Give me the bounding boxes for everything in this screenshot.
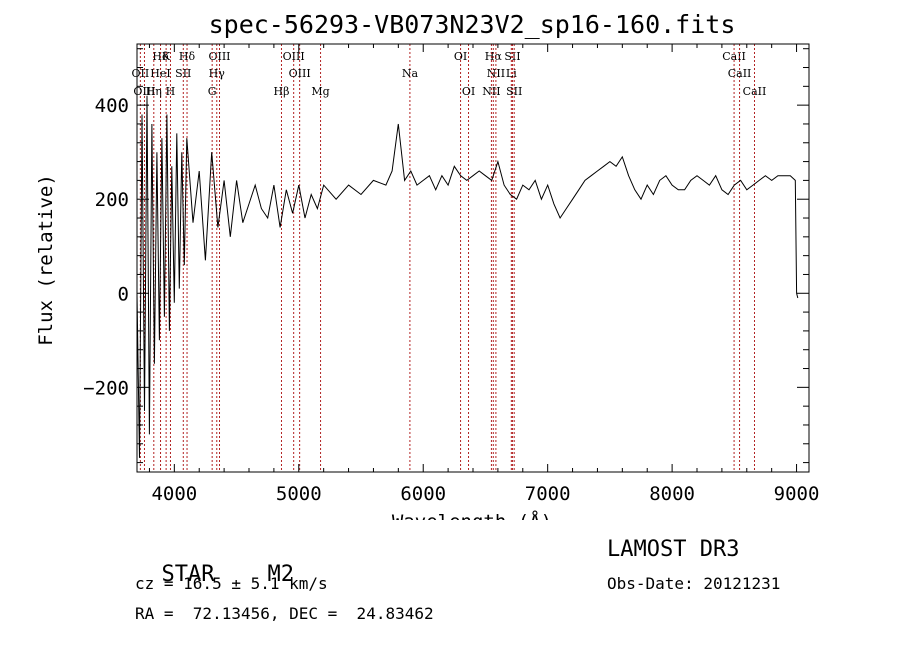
- spectrum-chart: spec-56293-VB073N23V2_sp16-160.fits HδK H…: [35, 10, 820, 520]
- object-class: STAR M2: [135, 537, 294, 587]
- marker-label-2-3: G: [208, 85, 217, 98]
- marker-label-2-0: OIII: [133, 85, 155, 98]
- marker-label-0-6: Hα: [485, 50, 503, 63]
- redshift-text: cz = 16.5 ± 5.1 km/s: [135, 574, 328, 593]
- radec-text: RA = 72.13456, DEC = 24.83462: [135, 604, 434, 623]
- chart-title: spec-56293-VB073N23V2_sp16-160.fits: [209, 10, 736, 39]
- y-tick-label-2: 200: [95, 189, 129, 211]
- y-tick-label-3: 400: [95, 95, 129, 117]
- marker-label-2-1: Hη: [146, 85, 162, 98]
- marker-label-0-3: OIII: [208, 50, 230, 63]
- subclass-label: M2: [267, 562, 294, 587]
- x-tick-label-4: 8000: [649, 483, 695, 505]
- survey-label: LAMOST DR3: [607, 537, 740, 562]
- marker-label-1-4: OIII: [289, 67, 311, 80]
- marker-label-1-3: Hγ: [209, 67, 226, 80]
- marker-label-2-2: H: [166, 85, 176, 98]
- class-label: STAR: [161, 562, 215, 587]
- x-axis: 4000 5000 6000 7000 8000 9000: [148, 44, 820, 505]
- marker-label-0-5: OI: [454, 50, 467, 63]
- x-axis-label: Wavelength (Å): [392, 510, 552, 520]
- y-tick-label-1: 0: [118, 283, 129, 305]
- x-tick-label-1: 5000: [276, 483, 322, 505]
- marker-label-2-5: Mg: [311, 85, 329, 98]
- marker-label-1-6: NII: [487, 67, 505, 80]
- marker-label-0-1: K: [162, 50, 171, 63]
- y-axis-label: Flux (relative): [35, 174, 57, 346]
- y-tick-label-0: −200: [83, 377, 129, 399]
- marker-label-2-6: OI: [462, 85, 475, 98]
- marker-label-1-1: HeI: [150, 67, 170, 80]
- marker-label-2-9: CaII: [743, 85, 767, 98]
- marker-label-0-4: OIII: [283, 50, 305, 63]
- marker-label-0-2: Hδ: [179, 50, 196, 63]
- marker-label-1-8: CaII: [728, 67, 752, 80]
- marker-label-0-7: SII: [504, 50, 520, 63]
- plot-frame: [136, 43, 810, 473]
- marker-label-1-5: Na: [402, 67, 419, 80]
- x-tick-label-5: 9000: [774, 483, 820, 505]
- x-tick-label-2: 6000: [400, 483, 446, 505]
- marker-label-2-8: SII: [506, 85, 522, 98]
- spectrum-series-line: [136, 95, 799, 458]
- marker-label-2-4: Hβ: [274, 85, 290, 98]
- marker-label-1-2: SII: [175, 67, 191, 80]
- marker-label-1-7: Li: [506, 67, 517, 80]
- marker-label-2-7: NII: [482, 85, 500, 98]
- x-tick-label-0: 4000: [151, 483, 197, 505]
- marker-label-0-8: CaII: [722, 50, 746, 63]
- marker-label-1-0: OII: [132, 67, 150, 80]
- x-tick-label-3: 7000: [525, 483, 571, 505]
- y-axis: −200 0 200 400: [83, 48, 809, 464]
- obs-date-text: Obs-Date: 20121231: [607, 574, 781, 593]
